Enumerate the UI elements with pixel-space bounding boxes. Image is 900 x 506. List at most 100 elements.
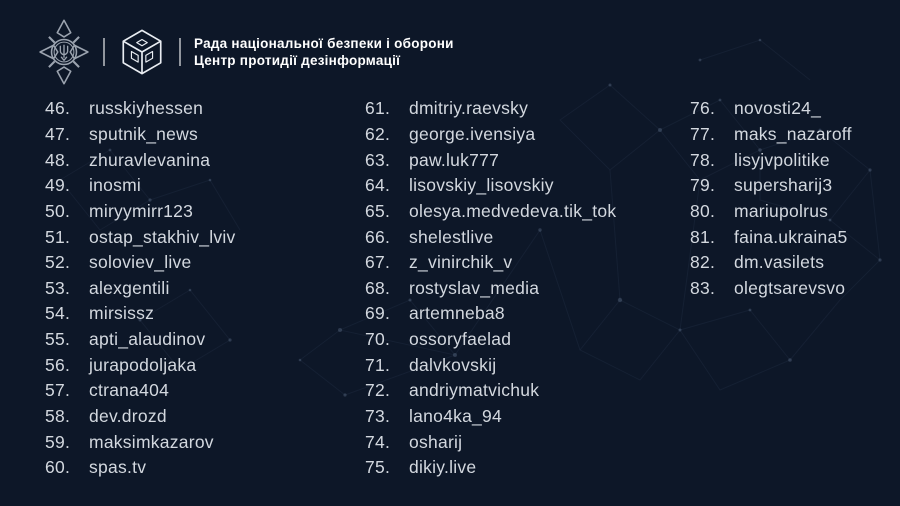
item-username: lisovskiy_lisovskiy (409, 175, 554, 196)
account-list-column-2: 61. dmitriy.raevsky 62. george.ivensiya 63. p… (365, 96, 616, 481)
item-username: miryymirr123 (89, 200, 194, 221)
item-username: spas.tv (89, 457, 147, 478)
list-item: 46. russkiyhessen (45, 96, 236, 122)
list-item: 56. jurapodoljaka (45, 352, 236, 378)
org-title-line2: Центр протидії дезінформації (194, 53, 401, 68)
item-number: 75. (365, 457, 391, 478)
item-username: inosmi (89, 175, 142, 196)
item-username: lano4ka_94 (409, 406, 502, 426)
list-item: 66. shelestlive (365, 224, 616, 250)
item-username: faina.ukraina5 (734, 226, 848, 247)
org-title: Рада національної безпеки і оборони Цент… (194, 35, 454, 69)
account-list-column-3: 76. novosti24_ 77. maks_nazaroff 78. lisyjvpo… (690, 96, 852, 301)
list-item: 72. andriymatvichuk (365, 378, 616, 404)
item-username: dm.vasilets (734, 252, 825, 273)
item-number: 52. (45, 252, 71, 273)
item-username: russkiyhessen (89, 98, 204, 119)
list-item: 52. soloviev_live (45, 250, 236, 276)
item-number: 73. (365, 406, 391, 426)
list-item: 60. spas.tv (45, 455, 236, 481)
item-username: maksimkazarov (89, 431, 214, 452)
item-number: 67. (365, 252, 391, 273)
item-username: novosti24_ (734, 98, 822, 119)
list-item: 48. zhuravlevanina (45, 147, 236, 173)
list-item: 76. novosti24_ (690, 96, 852, 122)
list-item: 65. olesya.medvedeva.tik_tok (365, 199, 616, 225)
item-username: lisyjvpolitike (734, 149, 830, 170)
list-item: 57. ctrana404 (45, 378, 236, 404)
item-number: 78. (690, 149, 716, 170)
item-username: olegtsarevsvo (734, 277, 846, 298)
item-username: george.ivensiya (409, 123, 536, 144)
list-item: 81. faina.ukraina5 (690, 224, 852, 250)
list-item: 79. supersharij3 (690, 173, 852, 199)
item-number: 83. (690, 277, 716, 298)
header-divider (103, 38, 105, 66)
item-number: 55. (45, 329, 71, 350)
item-number: 53. (45, 277, 71, 298)
item-number: 64. (365, 175, 391, 196)
list-item: 51. ostap_stakhiv_lviv (45, 224, 236, 250)
item-number: 71. (365, 354, 391, 375)
item-username: ostap_stakhiv_lviv (89, 226, 236, 247)
item-number: 48. (45, 149, 71, 170)
list-item: 61. dmitriy.raevsky (365, 96, 616, 122)
item-username: maks_nazaroff (734, 123, 852, 144)
item-number: 47. (45, 123, 71, 144)
list-item: 70. ossoryfaelad (365, 327, 616, 353)
list-item: 53. alexgentili (45, 275, 236, 301)
list-item: 64. lisovskiy_lisovskiy (365, 173, 616, 199)
list-item: 71. dalvkovskij (365, 352, 616, 378)
item-username: supersharij3 (734, 175, 833, 196)
list-item: 49. inosmi (45, 173, 236, 199)
list-item: 80. mariupolrus (690, 199, 852, 225)
item-number: 63. (365, 149, 391, 170)
list-item: 68. rostyslav_media (365, 275, 616, 301)
list-item: 50. miryymirr123 (45, 199, 236, 225)
list-item: 83. olegtsarevsvo (690, 275, 852, 301)
item-username: dalvkovskij (409, 354, 497, 375)
item-username: zhuravlevanina (89, 149, 211, 170)
item-username: dmitriy.raevsky (409, 98, 529, 119)
item-number: 70. (365, 329, 391, 350)
item-number: 54. (45, 303, 71, 324)
list-item: 58. dev.drozd (45, 404, 236, 430)
item-number: 79. (690, 175, 716, 196)
item-number: 58. (45, 406, 71, 426)
item-username: mariupolrus (734, 200, 829, 221)
header: Рада національної безпеки і оборони Цент… (38, 18, 454, 86)
item-number: 50. (45, 200, 71, 221)
item-number: 82. (690, 252, 716, 273)
item-number: 46. (45, 98, 71, 119)
item-number: 61. (365, 98, 391, 119)
item-username: shelestlive (409, 226, 494, 247)
item-number: 80. (690, 200, 716, 221)
list-item: 69. artemneba8 (365, 301, 616, 327)
item-username: ossoryfaelad (409, 329, 512, 350)
item-username: artemneba8 (409, 303, 505, 324)
org-title-line1: Рада національної безпеки і оборони (194, 36, 454, 51)
nsdc-emblem-icon (39, 19, 89, 85)
item-number: 60. (45, 457, 71, 478)
item-username: apti_alaudinov (89, 329, 206, 350)
item-username: mirsissz (89, 303, 155, 324)
item-username: jurapodoljaka (89, 354, 197, 375)
item-username: paw.luk777 (409, 149, 500, 170)
item-username: osharij (409, 431, 463, 452)
item-username: alexgentili (89, 277, 170, 298)
list-item: 74. osharij (365, 429, 616, 455)
item-number: 62. (365, 123, 391, 144)
list-item: 73. lano4ka_94 (365, 404, 616, 430)
item-number: 56. (45, 354, 71, 375)
item-number: 68. (365, 277, 391, 298)
account-list-column-1: 46. russkiyhessen 47. sputnik_news 48. zhurav… (45, 96, 236, 481)
item-number: 49. (45, 175, 71, 196)
item-number: 59. (45, 431, 71, 452)
item-number: 51. (45, 226, 71, 247)
item-username: sputnik_news (89, 123, 199, 144)
list-item: 54. mirsissz (45, 301, 236, 327)
item-username: soloviev_live (89, 252, 192, 273)
item-number: 65. (365, 200, 391, 221)
list-item: 67. z_vinirchik_v (365, 250, 616, 276)
